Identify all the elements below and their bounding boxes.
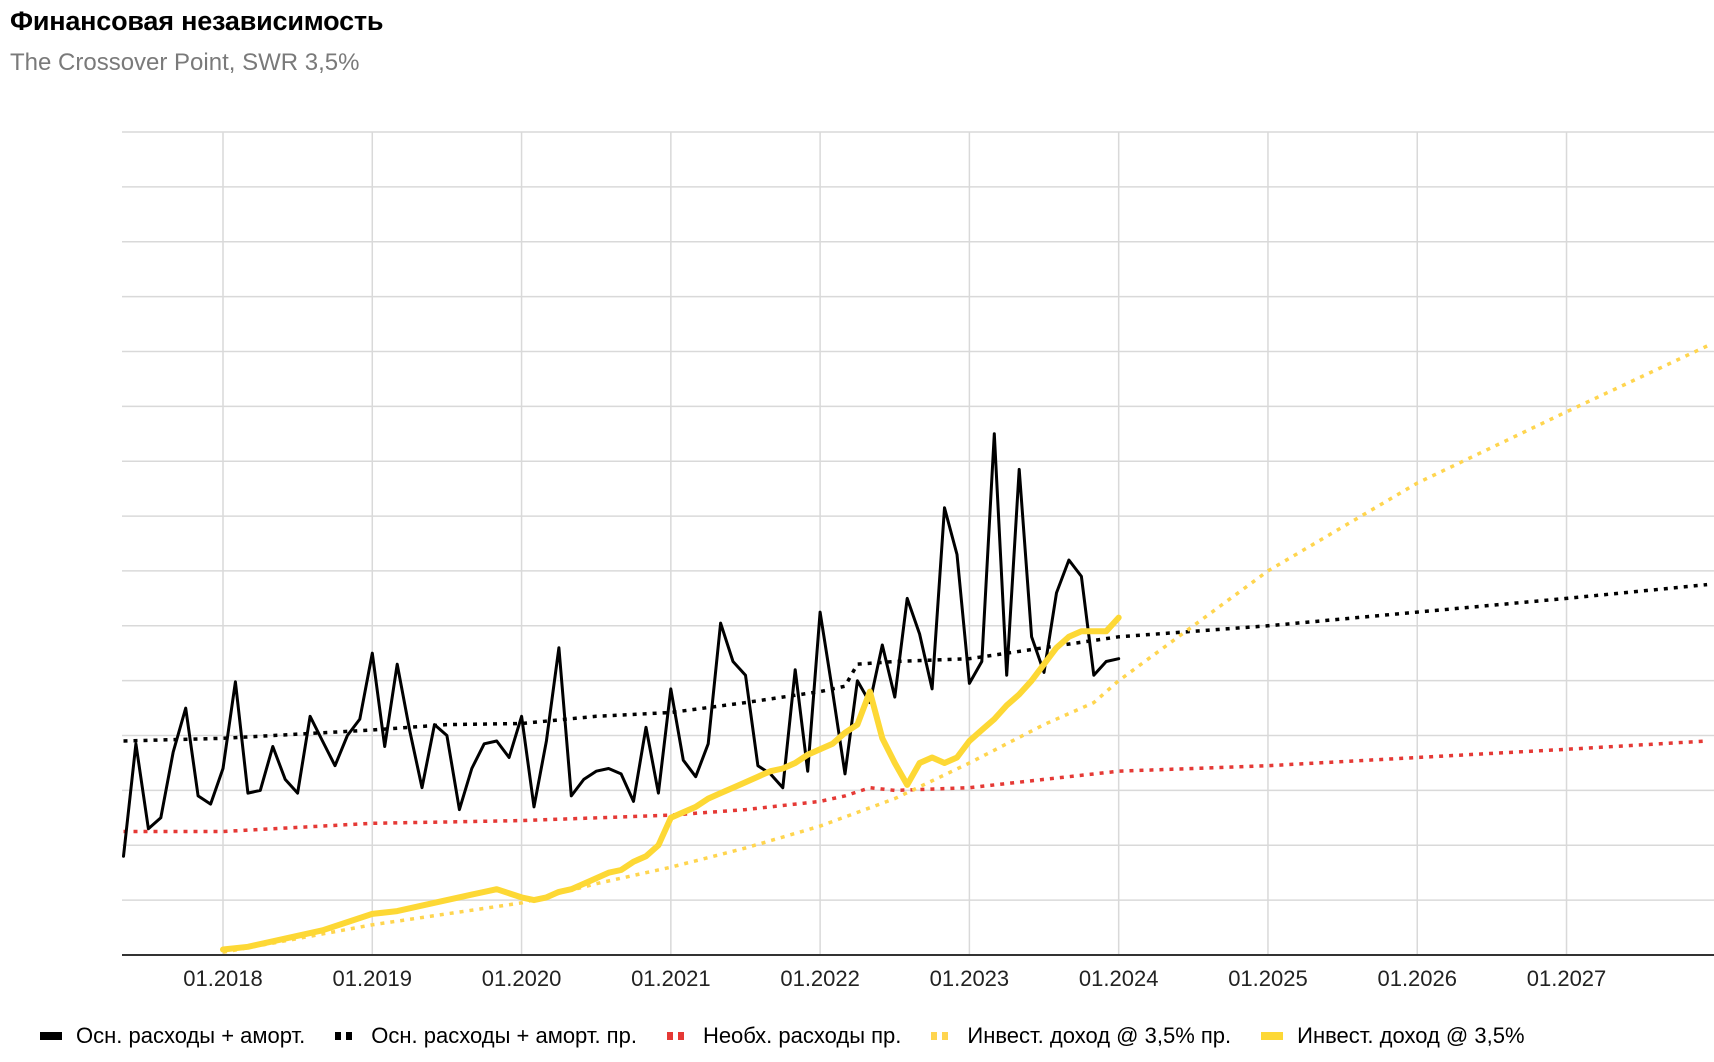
x-tick-label: 01.2024 — [1079, 966, 1159, 991]
legend-swatch — [335, 1032, 358, 1040]
legend-label: Инвест. доход @ 3,5% — [1297, 1023, 1525, 1048]
legend-swatch — [666, 1032, 689, 1040]
x-tick-label: 01.2022 — [780, 966, 860, 991]
legend-swatch — [40, 1032, 62, 1040]
legend-swatch — [1261, 1032, 1284, 1040]
series-line-4 — [220, 614, 1122, 953]
chart-subtitle: The Crossover Point, SWR 3,5% — [10, 49, 360, 76]
x-tick-label: 01.2020 — [482, 966, 562, 991]
series-line-1 — [123, 582, 1708, 743]
legend-item: Необх. расходы пр. — [666, 1023, 902, 1049]
legend-swatch — [931, 1032, 954, 1040]
legend-label: Необх. расходы пр. — [702, 1023, 902, 1048]
x-tick-label: 01.2027 — [1527, 966, 1607, 991]
x-tick-label: 01.2018 — [183, 966, 263, 991]
x-tick-label: 01.2021 — [631, 966, 711, 991]
series-line-2 — [123, 739, 1708, 834]
legend-item: Инвест. доход @ 3,5% пр. — [931, 1023, 1231, 1049]
series-line-0 — [122, 432, 1121, 858]
legend-item: Осн. расходы + аморт. пр. — [335, 1023, 637, 1049]
x-axis-tick-labels: 01.2018 01.2019 01.2020 01.2021 01.2022 01.20… — [183, 966, 1606, 991]
legend-label: Осн. расходы + аморт. пр. — [371, 1023, 637, 1048]
x-tick-label: 01.2025 — [1228, 966, 1308, 991]
x-tick-label: 01.2023 — [930, 966, 1010, 991]
legend-item: Инвест. доход @ 3,5% — [1261, 1023, 1525, 1049]
x-tick-label: 01.2019 — [333, 966, 413, 991]
x-tick-label: 01.2026 — [1377, 966, 1457, 991]
vertical-gridlines — [222, 132, 1568, 955]
horizontal-gridlines — [122, 131, 1714, 901]
legend-label: Осн. расходы + аморт. — [76, 1023, 306, 1048]
chart-legend: Осн. расходы + аморт. Осн. расходы + амор… — [40, 1023, 1555, 1049]
series-lines — [122, 344, 1708, 955]
chart-title: Финансовая независимость — [10, 6, 384, 36]
legend-item: Осн. расходы + аморт. — [40, 1023, 305, 1049]
legend-label: Инвест. доход @ 3,5% пр. — [967, 1023, 1232, 1048]
